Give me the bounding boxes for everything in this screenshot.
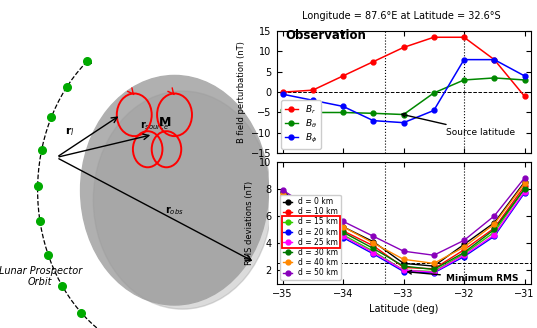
d = 25 km [431, 270, 437, 274]
d = 15 km [521, 187, 528, 191]
d = 10 km [370, 244, 376, 248]
d = 30 km [400, 264, 407, 268]
Line: d = 0 km: d = 0 km [280, 180, 527, 269]
Text: Minimum RMS: Minimum RMS [408, 270, 518, 283]
Line: d = 50 km: d = 50 km [280, 175, 527, 258]
d = 50 km [431, 253, 437, 257]
d = 50 km [461, 238, 467, 242]
d = 10 km [310, 214, 316, 218]
d = 10 km [400, 265, 407, 269]
Text: Source latitude: Source latitude [402, 113, 515, 137]
d = 20 km [279, 200, 286, 204]
d = 30 km [521, 187, 528, 191]
Y-axis label: RMS deviations (nT): RMS deviations (nT) [245, 181, 254, 265]
d = 50 km [279, 188, 286, 192]
Text: Observation: Observation [286, 29, 366, 42]
d = 15 km [400, 268, 407, 272]
d = 0 km [491, 221, 497, 225]
d = 50 km [370, 234, 376, 238]
d = 10 km [491, 226, 497, 230]
d = 40 km [521, 181, 528, 185]
d = 15 km [431, 270, 437, 274]
d = 25 km [461, 253, 467, 257]
Y-axis label: B field perturbation (nT): B field perturbation (nT) [237, 41, 245, 143]
d = 40 km [491, 222, 497, 226]
d = 50 km [310, 207, 316, 211]
d = 15 km [279, 198, 286, 202]
d = 0 km [521, 180, 528, 184]
Circle shape [81, 75, 268, 305]
Line: d = 40 km: d = 40 km [280, 181, 527, 266]
d = 0 km [279, 190, 286, 194]
d = 25 km [370, 251, 376, 255]
Text: $\mathbf{r}_l$: $\mathbf{r}_l$ [65, 126, 75, 138]
d = 50 km [521, 176, 528, 180]
d = 15 km [491, 230, 497, 234]
d = 10 km [340, 229, 346, 233]
d = 25 km [521, 190, 528, 194]
d = 30 km [491, 228, 497, 232]
d = 15 km [370, 249, 376, 253]
Line: d = 10 km: d = 10 km [280, 184, 527, 271]
d = 40 km [370, 241, 376, 245]
Line: d = 15 km: d = 15 km [280, 186, 527, 274]
d = 15 km [461, 252, 467, 256]
d = 20 km [310, 219, 316, 223]
d = 0 km [370, 240, 376, 244]
d = 30 km [370, 247, 376, 251]
d = 20 km [400, 270, 407, 274]
d = 50 km [340, 219, 346, 223]
d = 15 km [340, 233, 346, 237]
Legend: $B_r$, $B_\theta$, $B_\phi$: $B_r$, $B_\theta$, $B_\phi$ [281, 100, 321, 149]
d = 10 km [279, 194, 286, 197]
d = 40 km [279, 192, 286, 196]
d = 50 km [491, 214, 497, 218]
d = 15 km [310, 217, 316, 221]
d = 30 km [279, 196, 286, 200]
d = 0 km [461, 242, 467, 246]
d = 25 km [400, 268, 407, 272]
d = 20 km [521, 191, 528, 195]
d = 40 km [461, 245, 467, 249]
d = 20 km [431, 271, 437, 275]
d = 40 km [340, 225, 346, 229]
d = 20 km [370, 252, 376, 256]
Circle shape [93, 91, 272, 309]
d = 30 km [461, 251, 467, 255]
Text: Lunar Prospector
Orbit: Lunar Prospector Orbit [0, 266, 82, 287]
Legend: d = 0 km, d = 10 km, d = 15 km, d = 20 km, d = 25 km, d = 30 km, d = 40 km, d = : d = 0 km, d = 10 km, d = 15 km, d = 20 k… [280, 195, 341, 280]
d = 10 km [521, 184, 528, 188]
d = 40 km [400, 257, 407, 261]
Text: M: M [159, 116, 171, 129]
d = 40 km [310, 211, 316, 215]
d = 20 km [340, 236, 346, 239]
Bar [281, 216, 340, 248]
X-axis label: Latitude (deg): Latitude (deg) [369, 304, 438, 314]
d = 0 km [431, 264, 437, 268]
d = 30 km [431, 268, 437, 272]
d = 50 km [400, 249, 407, 253]
d = 0 km [400, 261, 407, 265]
Line: d = 20 km: d = 20 km [280, 191, 527, 275]
d = 20 km [491, 234, 497, 238]
d = 25 km [340, 234, 346, 238]
d = 25 km [279, 199, 286, 203]
d = 25 km [310, 218, 316, 222]
Line: d = 30 km: d = 30 km [280, 186, 527, 272]
Line: d = 25 km: d = 25 km [280, 189, 527, 275]
Text: $\mathbf{r}_{obs}$: $\mathbf{r}_{obs}$ [165, 204, 184, 217]
d = 0 km [310, 210, 316, 214]
d = 30 km [340, 230, 346, 234]
d = 30 km [310, 215, 316, 219]
d = 0 km [340, 225, 346, 229]
d = 40 km [431, 261, 437, 265]
d = 10 km [461, 248, 467, 252]
Text: Longitude = 87.6°E at Latitude = 32.6°S: Longitude = 87.6°E at Latitude = 32.6°S [302, 11, 501, 21]
d = 25 km [491, 233, 497, 237]
Text: $\mathbf{r}_{source}$: $\mathbf{r}_{source}$ [140, 119, 169, 132]
d = 20 km [461, 255, 467, 258]
d = 10 km [431, 267, 437, 271]
